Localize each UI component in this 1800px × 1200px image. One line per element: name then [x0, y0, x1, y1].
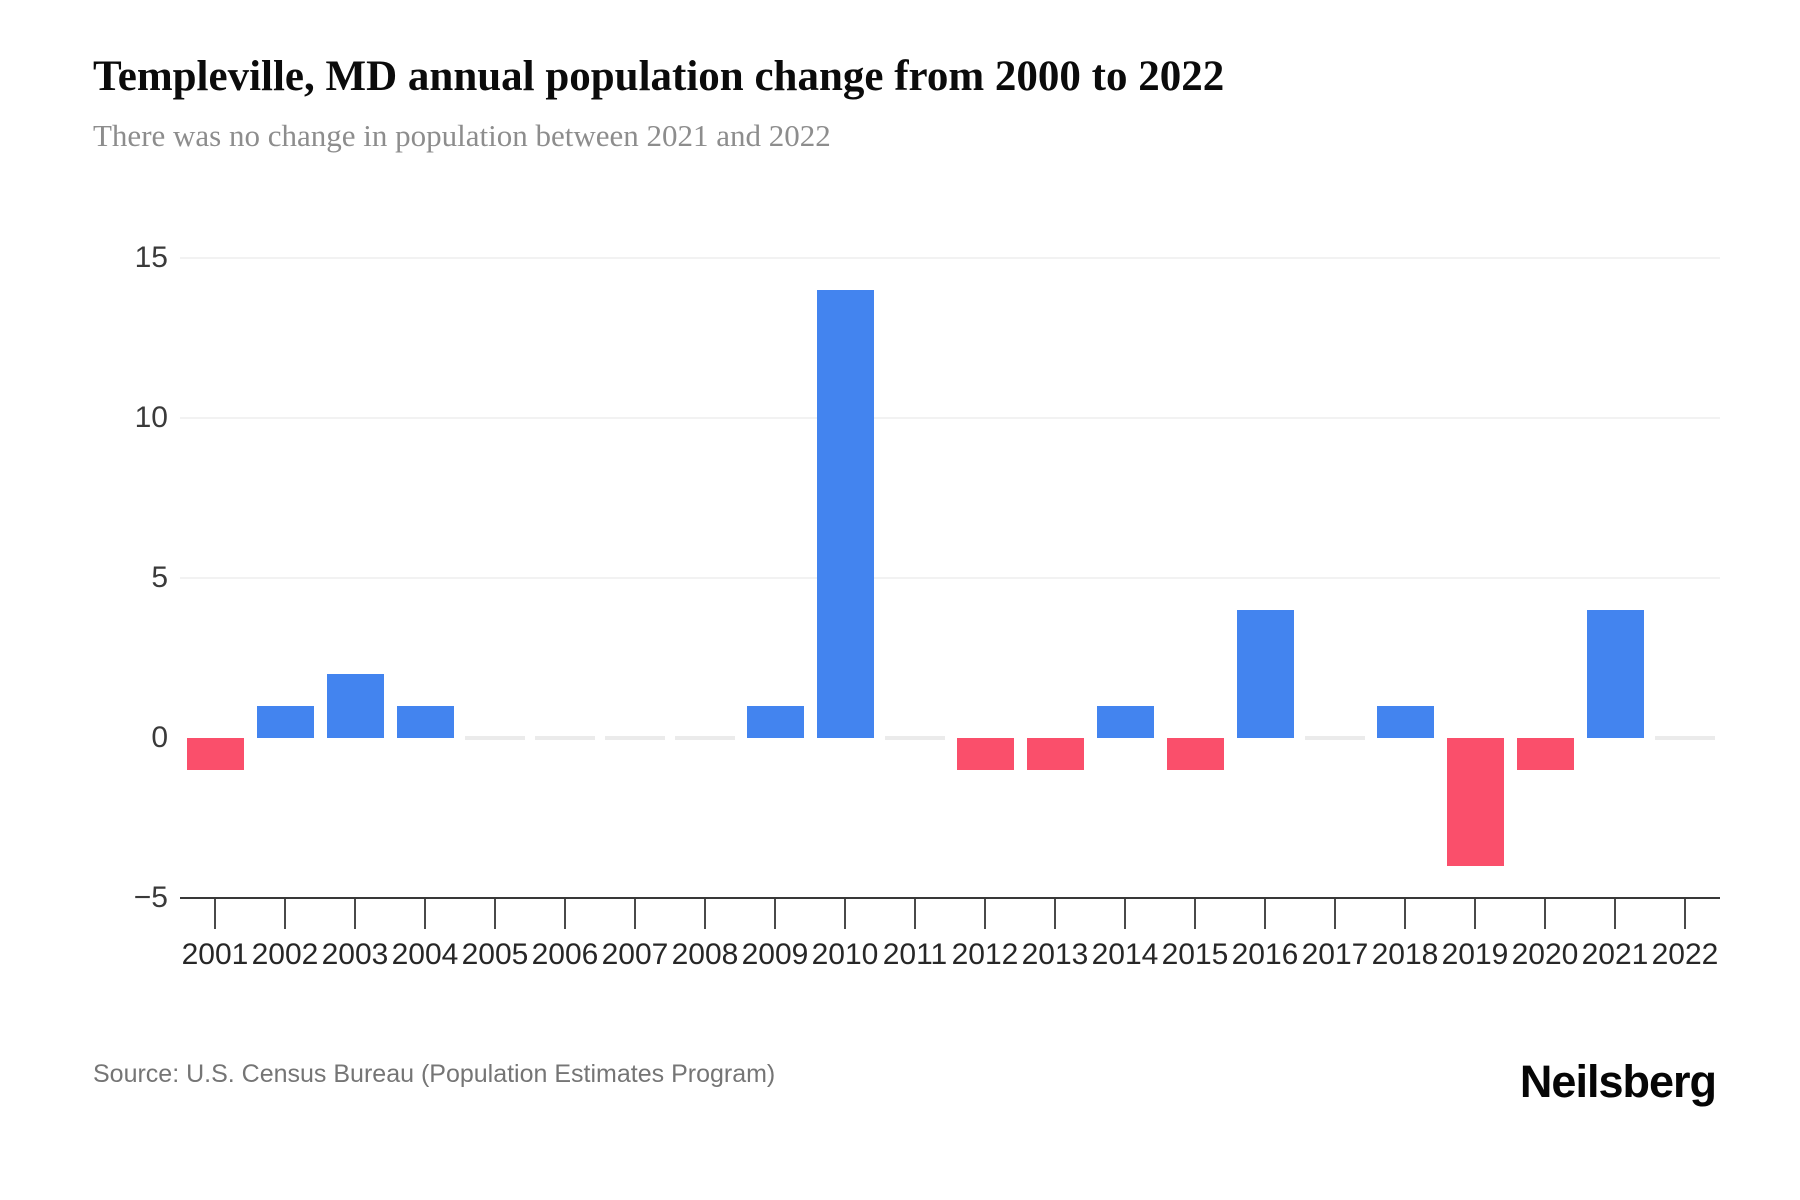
- x-tick-2014: [1124, 899, 1126, 929]
- x-tick-2017: [1334, 899, 1336, 929]
- bar-2005[interactable]: [465, 736, 525, 740]
- x-tick-2013: [1054, 899, 1056, 929]
- x-tick-2021: [1614, 899, 1616, 929]
- x-tick-label-2009: 2009: [741, 938, 809, 971]
- x-tick-label-2017: 2017: [1301, 938, 1369, 971]
- x-axis-line: [180, 897, 1720, 899]
- bar-2007[interactable]: [605, 736, 665, 740]
- y-tick-label-0: 0: [151, 721, 168, 754]
- x-tick-2007: [634, 899, 636, 929]
- bar-2010[interactable]: [816, 290, 874, 738]
- bar-2016[interactable]: [1236, 610, 1294, 738]
- x-tick-label-2021: 2021: [1581, 938, 1649, 971]
- x-tick-2015: [1194, 899, 1196, 929]
- neilsberg-logo[interactable]: Neilsberg: [1519, 1056, 1717, 1107]
- x-tick-label-2019: 2019: [1441, 938, 1509, 971]
- x-tick-2011: [914, 899, 916, 929]
- bar-2018[interactable]: [1376, 706, 1434, 738]
- bar-2014[interactable]: [1096, 706, 1154, 738]
- x-tick-2016: [1264, 899, 1266, 929]
- x-tick-2010: [844, 899, 846, 929]
- x-tick-label-2002: 2002: [251, 938, 319, 971]
- x-tick-label-2018: 2018: [1371, 938, 1439, 971]
- x-tick-2002: [284, 899, 286, 929]
- bar-2012[interactable]: [956, 738, 1014, 770]
- bar-2004[interactable]: [396, 706, 454, 738]
- chart-title: Templeville, MD annual population change…: [93, 53, 1225, 100]
- bar-2009[interactable]: [746, 706, 804, 738]
- chart-subtitle: There was no change in population betwee…: [93, 118, 831, 153]
- bar-2015[interactable]: [1166, 738, 1224, 770]
- bar-2001[interactable]: [186, 738, 244, 770]
- x-tick-2006: [564, 899, 566, 929]
- y-tick-label--5: −5: [133, 881, 168, 914]
- gridline-10: [180, 417, 1720, 419]
- x-tick-label-2007: 2007: [601, 938, 669, 971]
- x-tick-label-2004: 2004: [391, 938, 459, 971]
- x-tick-label-2015: 2015: [1161, 938, 1229, 971]
- bar-2002[interactable]: [256, 706, 314, 738]
- x-tick-label-2014: 2014: [1091, 938, 1159, 971]
- gridline-15: [180, 257, 1720, 259]
- bar-2021[interactable]: [1586, 610, 1644, 738]
- bar-chart-plot-area: [180, 257, 1720, 898]
- bar-2020[interactable]: [1516, 738, 1574, 770]
- bar-2019[interactable]: [1446, 738, 1504, 866]
- x-tick-2004: [424, 899, 426, 929]
- x-tick-2012: [984, 899, 986, 929]
- x-tick-2018: [1404, 899, 1406, 929]
- x-tick-2001: [214, 899, 216, 929]
- x-tick-2008: [704, 899, 706, 929]
- x-tick-label-2005: 2005: [461, 938, 529, 971]
- bar-2008[interactable]: [675, 736, 735, 740]
- x-tick-label-2013: 2013: [1021, 938, 1089, 971]
- x-tick-label-2016: 2016: [1231, 938, 1299, 971]
- x-tick-label-2010: 2010: [811, 938, 879, 971]
- bar-2011[interactable]: [885, 736, 945, 740]
- y-tick-label-15: 15: [134, 241, 168, 274]
- x-tick-2019: [1474, 899, 1476, 929]
- x-tick-2005: [494, 899, 496, 929]
- x-tick-label-2008: 2008: [671, 938, 739, 971]
- source-text: Source: U.S. Census Bureau (Population E…: [93, 1060, 776, 1088]
- x-tick-label-2006: 2006: [531, 938, 599, 971]
- x-tick-label-2011: 2011: [882, 938, 948, 971]
- x-tick-2003: [354, 899, 356, 929]
- x-tick-2022: [1684, 899, 1686, 929]
- bar-2006[interactable]: [535, 736, 595, 740]
- x-tick-label-2020: 2020: [1511, 938, 1579, 971]
- x-tick-label-2003: 2003: [321, 938, 389, 971]
- gridline-5: [180, 577, 1720, 579]
- x-tick-2020: [1544, 899, 1546, 929]
- bar-2017[interactable]: [1305, 736, 1365, 740]
- bar-2013[interactable]: [1026, 738, 1084, 770]
- x-tick-2009: [774, 899, 776, 929]
- bar-2022[interactable]: [1655, 736, 1715, 740]
- x-tick-label-2022: 2022: [1651, 938, 1719, 971]
- y-tick-label-10: 10: [134, 401, 168, 434]
- x-tick-label-2001: 2001: [181, 938, 249, 971]
- x-tick-label-2012: 2012: [951, 938, 1019, 971]
- y-tick-label-5: 5: [151, 561, 168, 594]
- bar-2003[interactable]: [326, 674, 384, 738]
